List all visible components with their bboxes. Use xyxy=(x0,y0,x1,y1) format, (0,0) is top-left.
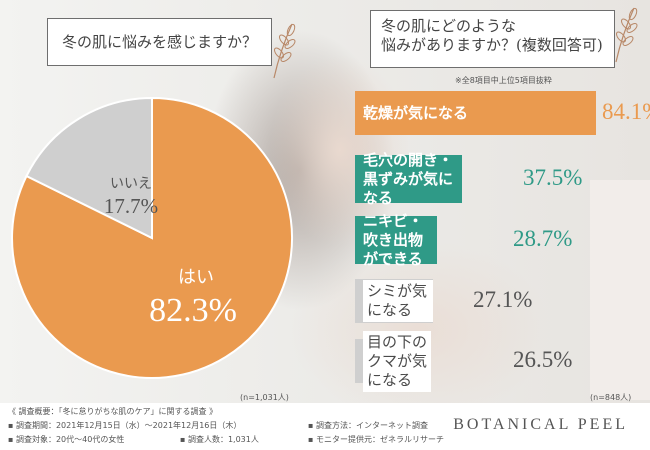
footer-method: ▪ 調査方法：インターネット調査 xyxy=(308,421,428,430)
bar-4: シミが気になる xyxy=(355,279,433,323)
question-1-box: 冬の肌に悩みを感じますか？ xyxy=(47,18,272,66)
question-2-line1: 冬の肌にどのような xyxy=(381,17,517,35)
footer-target: ▪ 調査対象：20代〜40代の女性 xyxy=(8,435,125,444)
bar-2: 毛穴の開き・ 黒ずみが気になる xyxy=(355,151,462,207)
pie-value-no: 17.7% xyxy=(104,194,158,218)
question-2-box: 冬の肌にどのような 悩みがありますか？(複数回答可) xyxy=(370,10,615,68)
footer-period: ▪ 調査期間：2021年12月15日（水）〜2021年12月16日（木） xyxy=(8,421,242,430)
footer-count: ▪ 調査人数：1,031人 xyxy=(180,435,259,444)
bar-5: 目の下のクマが気になる xyxy=(355,330,431,392)
bar-value-5: 26.5% xyxy=(513,347,573,372)
bar-label-4: シミが気になる xyxy=(363,280,433,322)
bars-sample-size: (n=848人) xyxy=(590,393,632,402)
bar-3: ニキビ・ 吹き出物ができる xyxy=(355,212,437,268)
bar-label-2: 毛穴の開き・ 黒ずみが気になる xyxy=(363,150,454,207)
pie-label-yes: はい xyxy=(178,267,214,288)
bar-value-2: 37.5% xyxy=(523,165,583,190)
pie-label-no: いいえ xyxy=(110,176,152,192)
bar-label-5: 目の下のクマが気になる xyxy=(363,330,431,392)
sprig-icon-left xyxy=(273,23,296,79)
question-1-text: 冬の肌に悩みを感じますか？ xyxy=(61,32,257,51)
question-2-line2: 悩みがありますか？(複数回答可) xyxy=(381,36,603,54)
bar-value-4: 27.1% xyxy=(473,287,533,312)
bar-1: 乾燥が気になる xyxy=(355,91,596,135)
footer xyxy=(0,403,650,450)
bar-value-3: 28.7% xyxy=(513,226,573,251)
sprig-icon-right xyxy=(615,7,638,63)
pie-value-yes: 82.3% xyxy=(149,292,237,329)
footer-summary: 《 調査概要：「冬に怠りがちな肌のケア」に関する調査 》 xyxy=(8,407,218,416)
note-top8: ※全8項目中上位5項目抜粋 xyxy=(455,76,552,85)
pie-slice-no xyxy=(25,96,153,240)
footer-provider: ▪ モニター提供元：ゼネラルリサーチ xyxy=(308,435,444,444)
bar-value-1: 84.1% xyxy=(602,99,650,124)
bar-label-3: ニキビ・ 吹き出物ができる xyxy=(363,211,424,268)
brand-logo: BOTANICAL PEEL xyxy=(453,416,628,433)
pie-sample-size: (n=1,031人) xyxy=(240,393,289,402)
bar-label-1: 乾燥が気になる xyxy=(363,103,469,122)
